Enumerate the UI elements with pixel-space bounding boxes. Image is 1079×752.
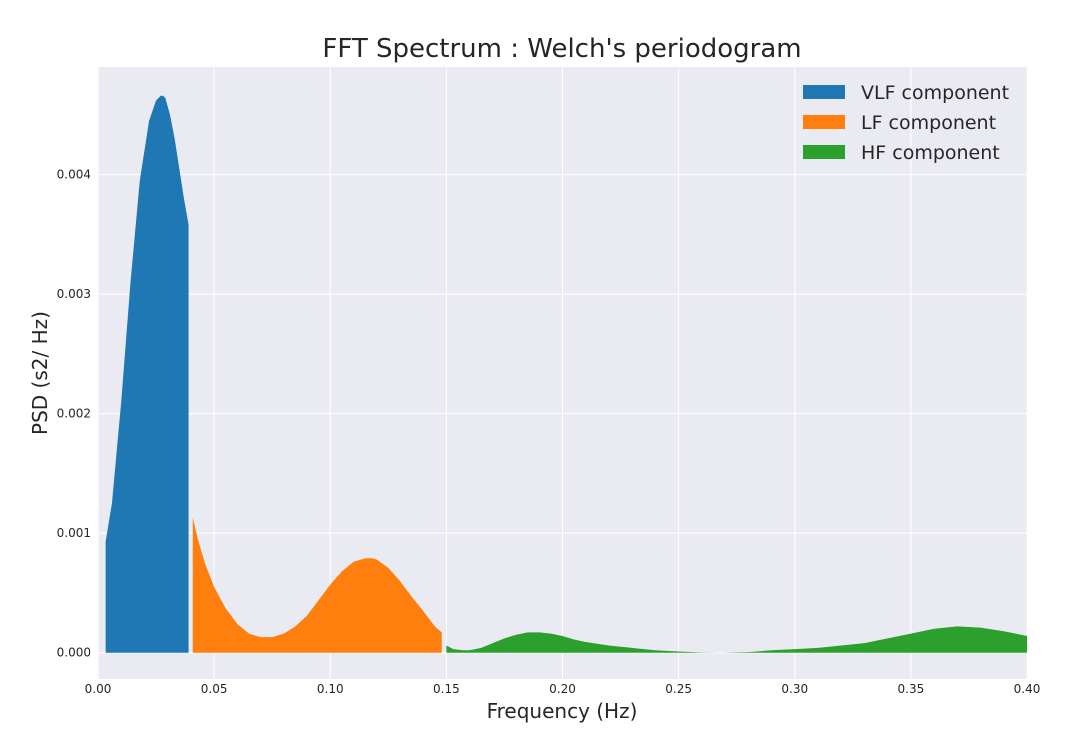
legend-label: HF component: [861, 142, 1000, 164]
x-tick-label: 0.00: [85, 682, 112, 696]
legend-swatch: [803, 115, 845, 129]
legend-label: LF component: [861, 112, 996, 134]
x-tick-label: 0.35: [898, 682, 925, 696]
y-tick-label: 0.002: [57, 407, 91, 421]
x-tick-label: 0.10: [317, 682, 344, 696]
y-tick-label: 0.001: [57, 526, 91, 540]
y-tick-label: 0.004: [57, 168, 91, 182]
x-tick-label: 0.05: [201, 682, 228, 696]
x-axis-label: Frequency (Hz): [487, 699, 638, 723]
y-tick-label: 0.000: [57, 646, 91, 660]
y-axis-label: PSD (s2/ Hz): [28, 311, 52, 435]
legend: VLF component LF component HF component: [803, 82, 1009, 164]
x-axis-ticks: 0.00 0.05 0.10 0.15 0.20 0.25 0.30 0.35 0.40: [85, 682, 1041, 696]
series-area-vlf: [105, 95, 189, 653]
x-tick-label: 0.15: [433, 682, 460, 696]
x-tick-label: 0.25: [665, 682, 692, 696]
y-axis-ticks: 0.000 0.001 0.002 0.003 0.004: [57, 168, 91, 660]
legend-swatch: [803, 85, 845, 99]
legend-swatch: [803, 145, 845, 159]
y-tick-label: 0.003: [57, 287, 91, 301]
series-area-lf: [192, 517, 442, 653]
x-tick-label: 0.40: [1014, 682, 1041, 696]
x-tick-label: 0.30: [781, 682, 808, 696]
series-areas: [105, 95, 1027, 653]
series-area-hf: [446, 626, 1027, 653]
x-tick-label: 0.20: [549, 682, 576, 696]
chart-title: FFT Spectrum : Welch's periodogram: [322, 34, 801, 64]
grid: [97, 67, 1028, 679]
legend-label: VLF component: [861, 82, 1009, 104]
